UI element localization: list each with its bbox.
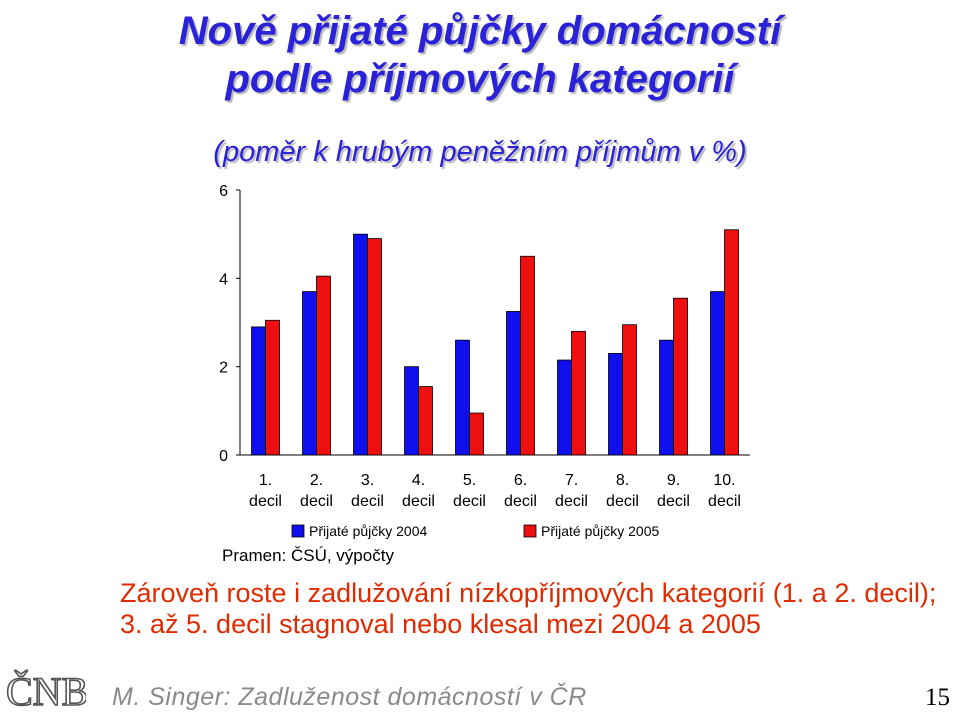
bar-2005: [418, 386, 433, 456]
y-tick-label: 6: [219, 183, 228, 200]
x-tick-label: 1. decil: [249, 472, 282, 510]
bar-2004: [353, 233, 368, 456]
bar-2005: [265, 319, 280, 456]
bar-2005: [367, 238, 382, 456]
svg-text:ČNB: ČNB: [6, 669, 86, 711]
bar-2004: [557, 359, 572, 456]
x-tick-label: 6. decil: [504, 472, 537, 510]
bar-2005: [316, 275, 331, 456]
bar-2004: [455, 339, 470, 456]
legend-label: Přijaté půjčky 2004: [309, 523, 428, 539]
x-tick-label: 9. decil: [657, 472, 690, 510]
legend-label: Přijaté půjčky 2005: [541, 523, 660, 539]
y-tick-labels: 0 2 4 6: [219, 183, 240, 465]
chart-legend: Přijaté půjčky 2004 Přijaté půjčky 2005: [291, 523, 660, 539]
x-tick-labels: 1. decil 2. decil 3. decil 4. decil 5. decil 6. dec…: [249, 472, 741, 510]
bar-2005: [724, 229, 739, 456]
slide-subtitle: (poměr k hrubým peněžním příjmům v %): [213, 136, 747, 168]
x-tick-label: 7. decil: [555, 472, 588, 510]
chart-bars: [251, 229, 739, 456]
x-tick-label: 8. decil: [606, 472, 639, 510]
bar-2004: [608, 353, 623, 456]
source-note: Pramen: ČSÚ, výpočty: [222, 546, 394, 565]
x-tick-label: 2. decil: [300, 472, 333, 510]
x-tick-label: 5. decil: [453, 472, 486, 510]
legend-swatch: [291, 524, 305, 538]
y-tick-label: 0: [219, 448, 228, 465]
bar-2005: [520, 255, 535, 456]
cnb-logo: ČNB: [5, 668, 86, 711]
page-number: 15: [925, 684, 950, 711]
slide-title-line2: podle příjmových kategorií: [225, 57, 735, 101]
bar-2005: [469, 412, 484, 456]
slide-title-line1: Nově přijaté půjčky domácností: [178, 9, 782, 53]
bar-2005: [673, 297, 688, 456]
slide-footer: M. Singer: Zadluženost domácností v ČR: [112, 683, 587, 711]
y-tick-label: 4: [219, 271, 228, 288]
bar-2004: [404, 366, 419, 456]
x-tick-label: 3. decil: [351, 472, 384, 510]
bar-2004: [659, 339, 674, 456]
slide-remark: Zároveň roste i zadlužování nízkopříjmov…: [120, 578, 937, 639]
legend-swatch: [523, 524, 537, 538]
bar-2005: [622, 324, 637, 456]
x-tick-label: 10. decil: [708, 472, 741, 510]
bar-2004: [302, 291, 317, 456]
bar-2005: [571, 330, 586, 456]
bar-2004: [710, 291, 725, 456]
bar-2004: [506, 311, 521, 456]
bar-2004: [251, 326, 266, 456]
y-tick-label: 2: [219, 360, 228, 377]
x-tick-label: 4. decil: [402, 472, 435, 510]
